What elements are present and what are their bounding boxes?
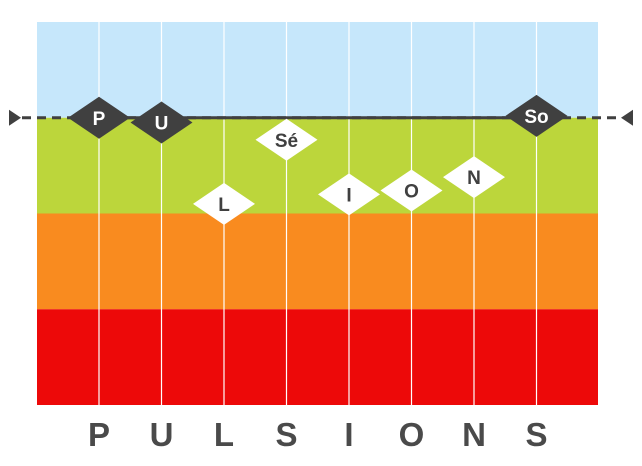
point-label-5: O [404,182,419,203]
data-points: P U L Sé I O N So [68,94,568,225]
point-marker-7 [505,94,568,137]
point-0: P [68,96,130,139]
x-tick-label-5: O [399,416,425,453]
point-label-0: P [93,109,106,130]
point-label-2: L [218,195,230,216]
point-marker-0 [68,96,130,139]
x-tick-label-2: L [214,416,234,453]
point-label-1: U [155,114,169,135]
x-tick-label-6: N [462,416,486,453]
left-arrow-icon [9,109,21,126]
color-bands [37,22,598,405]
point-1: U [130,101,193,144]
point-5: O [380,169,443,212]
point-marker-2 [193,182,255,225]
point-4: I [318,173,380,216]
point-marker-1 [130,101,193,144]
point-marker-6 [443,156,505,199]
point-marker-4 [318,173,380,216]
x-tick-label-4: I [344,416,353,453]
band-2 [37,213,598,310]
x-tick-label-7: S [525,416,547,453]
point-label-4: I [346,185,351,206]
point-2: L [193,182,255,225]
point-7: So [505,94,568,137]
point-marker-5 [380,169,443,212]
x-tick-label-3: S [275,416,297,453]
x-tick-label-0: P [88,416,110,453]
point-label-7: So [524,107,548,128]
point-label-3: Sé [275,131,298,152]
band-1 [37,117,598,214]
point-label-6: N [467,168,481,189]
right-arrow-icon [621,109,633,126]
band-0 [37,22,598,118]
band-3 [37,309,598,405]
point-marker-3 [255,118,318,161]
point-6: N [443,156,505,199]
point-3: Sé [255,118,318,161]
x-tick-label-1: U [150,416,174,453]
